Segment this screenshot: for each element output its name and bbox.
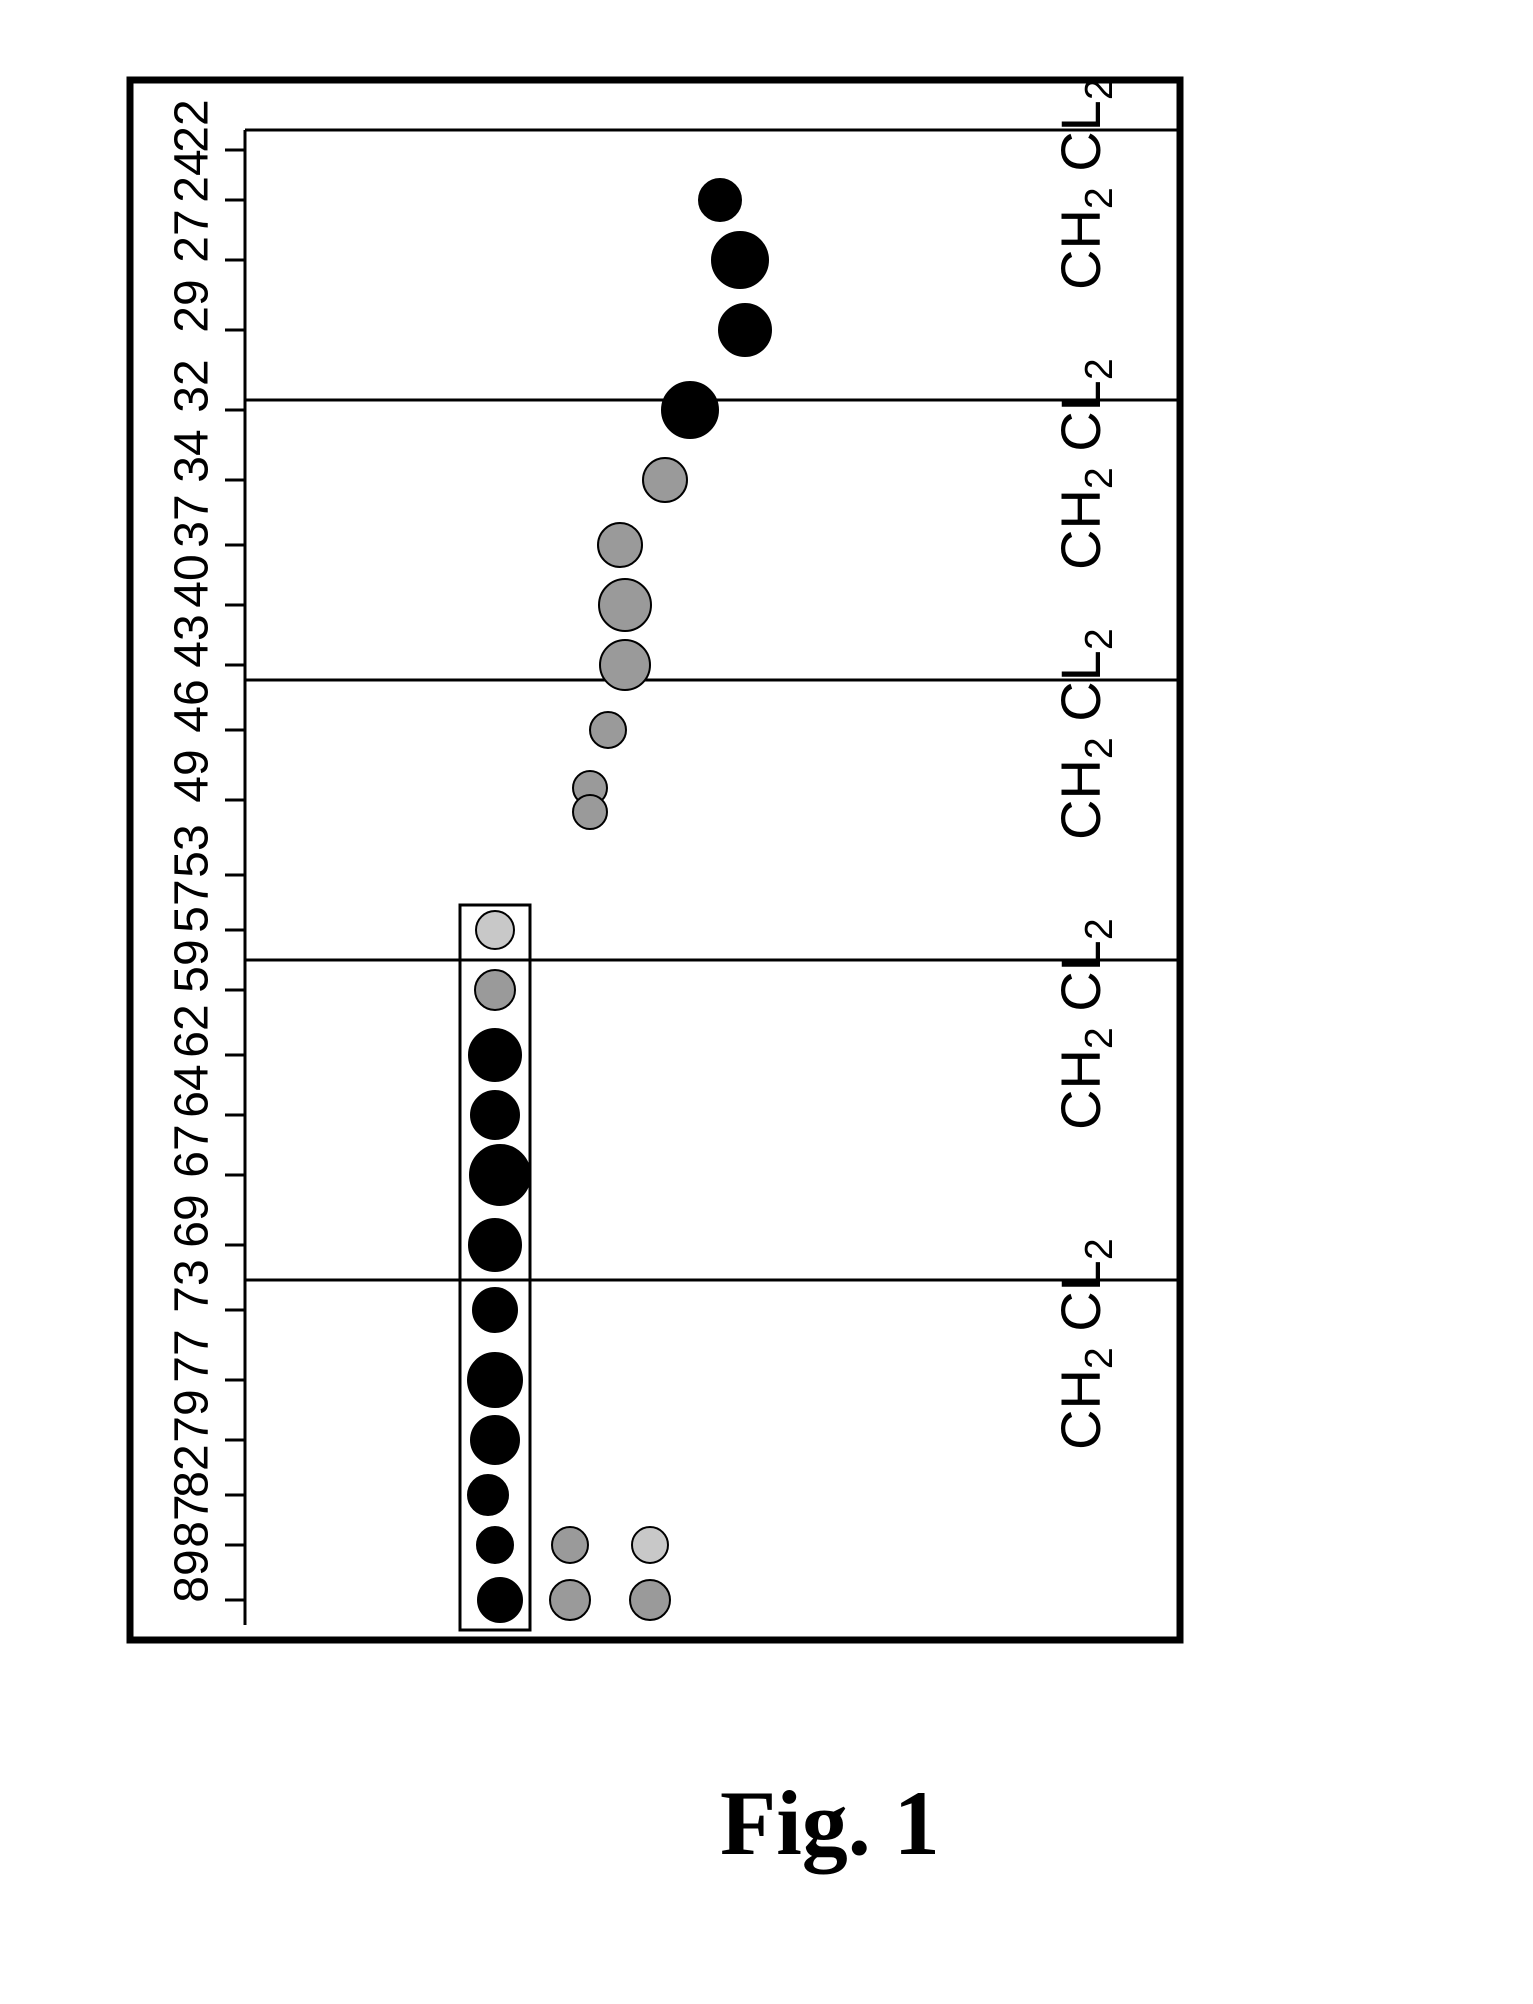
axis-tick-label: 77 (166, 1329, 219, 1382)
data-point (573, 795, 607, 829)
axis-tick-label: 64 (166, 1064, 219, 1117)
axis-tick-label: 27 (166, 209, 219, 262)
data-point (478, 1578, 522, 1622)
data-point (476, 911, 514, 949)
data-point (471, 1091, 519, 1139)
chart-svg: 2224 27 29 32 34 37 40 43 46 49 5357 59 62 64 67 69 73 77… (0, 0, 1533, 2004)
data-point (473, 1288, 517, 1332)
data-point (699, 179, 741, 221)
data-point (590, 712, 626, 748)
axis-tick-label: 32 (166, 359, 219, 412)
data-point (600, 640, 650, 690)
axis-tick-label: 87 (166, 1494, 219, 1547)
panel-label: CH2 CL2 (1049, 1238, 1121, 1450)
data-point (643, 458, 687, 502)
axis-tick-label: 82 (166, 1444, 219, 1497)
panel-label: CH2 CL2 (1049, 628, 1121, 840)
axis-tick-label: 43 (166, 614, 219, 667)
axis-tick-label: 46 (166, 679, 219, 732)
axis-tick-label: 40 (166, 554, 219, 607)
figure-caption: Fig. 1 (720, 1770, 940, 1876)
panel-label: CH2 CL2 (1049, 358, 1121, 570)
axis-tick-label: 37 (166, 494, 219, 547)
data-point (598, 523, 642, 567)
axis-tick-label: 67 (166, 1124, 219, 1177)
axis-tick-label: 29 (166, 279, 219, 332)
axis-tick-label: 69 (166, 1194, 219, 1247)
data-point (470, 1145, 530, 1205)
data-point (475, 970, 515, 1010)
panel-label: CH2 CL2 (1049, 918, 1121, 1130)
data-point (552, 1527, 588, 1563)
data-point (632, 1527, 668, 1563)
data-point (599, 579, 651, 631)
data-point (469, 1029, 521, 1081)
data-point (469, 1219, 521, 1271)
axis-tick-label: 59 (166, 939, 219, 992)
data-point (662, 382, 718, 438)
data-point (712, 232, 768, 288)
axis-tick-label: 22 (166, 99, 219, 152)
axis-tick-label: 34 (166, 429, 219, 482)
data-point (468, 1353, 522, 1407)
axis-tick-label: 24 (166, 149, 219, 202)
axis-tick-label: 49 (166, 749, 219, 802)
axis-tick-label: 62 (166, 1004, 219, 1057)
data-point (550, 1580, 590, 1620)
axis-tick-label: 79 (166, 1389, 219, 1442)
data-point (471, 1416, 519, 1464)
data-point (468, 1475, 508, 1515)
axis-tick-label: 73 (166, 1259, 219, 1312)
data-point (477, 1527, 513, 1563)
data-point (630, 1580, 670, 1620)
axis-tick-label: 53 (166, 824, 219, 877)
data-point (719, 304, 771, 356)
axis-tick-label: 89 (166, 1549, 219, 1602)
axis-tick-label: 57 (166, 879, 219, 932)
panel-label: CH2 CL2 (1049, 78, 1121, 290)
